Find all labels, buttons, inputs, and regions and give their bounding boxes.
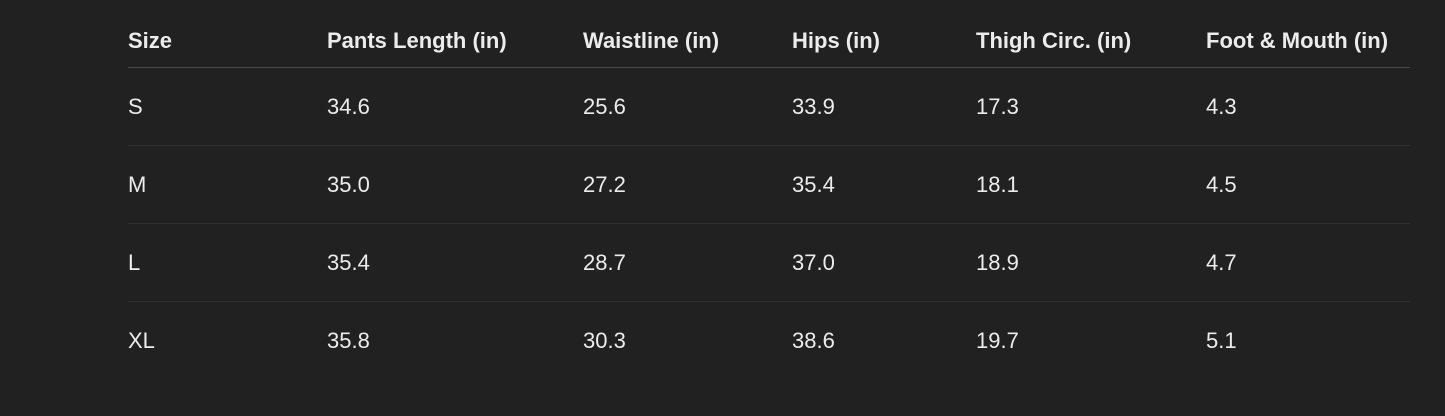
table-header-row: Size Pants Length (in) Waistline (in) Hi…: [128, 14, 1410, 68]
header-thigh: Thigh Circ. (in): [976, 14, 1206, 68]
table-row: S 34.6 25.6 33.9 17.3 4.3: [128, 67, 1410, 146]
table-cell: L: [128, 223, 327, 302]
table-cell: 5.1: [1206, 327, 1237, 353]
table-cell: 4.3: [1206, 67, 1410, 146]
table-cell: S: [128, 67, 327, 146]
table-cell: 35.8: [327, 327, 370, 353]
table-cell: 19.7: [976, 327, 1019, 353]
table-cell: 17.3: [976, 67, 1206, 146]
table-cell: 35.0: [327, 145, 583, 224]
table-row: L 35.4 28.7 37.0 18.9 4.7: [128, 223, 1410, 302]
table-cell: 34.6: [327, 67, 583, 146]
table-cell: 28.7: [583, 223, 792, 302]
table-cell: 18.1: [976, 145, 1206, 224]
table-row: XL 35.8 30.3 38.6 19.7 5.1: [128, 302, 1410, 380]
table-cell: 35.4: [327, 223, 583, 302]
size-chart-table: Size Pants Length (in) Waistline (in) Hi…: [128, 14, 1410, 379]
table-cell: 38.6: [792, 327, 835, 353]
table-cell: 27.2: [583, 145, 792, 224]
table-cell: 18.9: [976, 223, 1206, 302]
header-waistline: Waistline (in): [583, 14, 792, 68]
table-cell: 33.9: [792, 67, 976, 146]
table-cell: 30.3: [583, 327, 626, 353]
table-cell: 35.4: [792, 145, 976, 224]
table-cell: 37.0: [792, 223, 976, 302]
table-cell: XL: [128, 327, 155, 353]
table-cell: M: [128, 145, 327, 224]
header-foot-mouth: Foot & Mouth (in): [1206, 14, 1410, 68]
table-row: M 35.0 27.2 35.4 18.1 4.5: [128, 145, 1410, 224]
table-cell: 4.7: [1206, 223, 1410, 302]
header-pants-length: Pants Length (in): [327, 14, 583, 68]
header-hips: Hips (in): [792, 14, 976, 68]
table-cell: 4.5: [1206, 145, 1410, 224]
table-cell: 25.6: [583, 67, 792, 146]
header-size: Size: [128, 14, 327, 68]
